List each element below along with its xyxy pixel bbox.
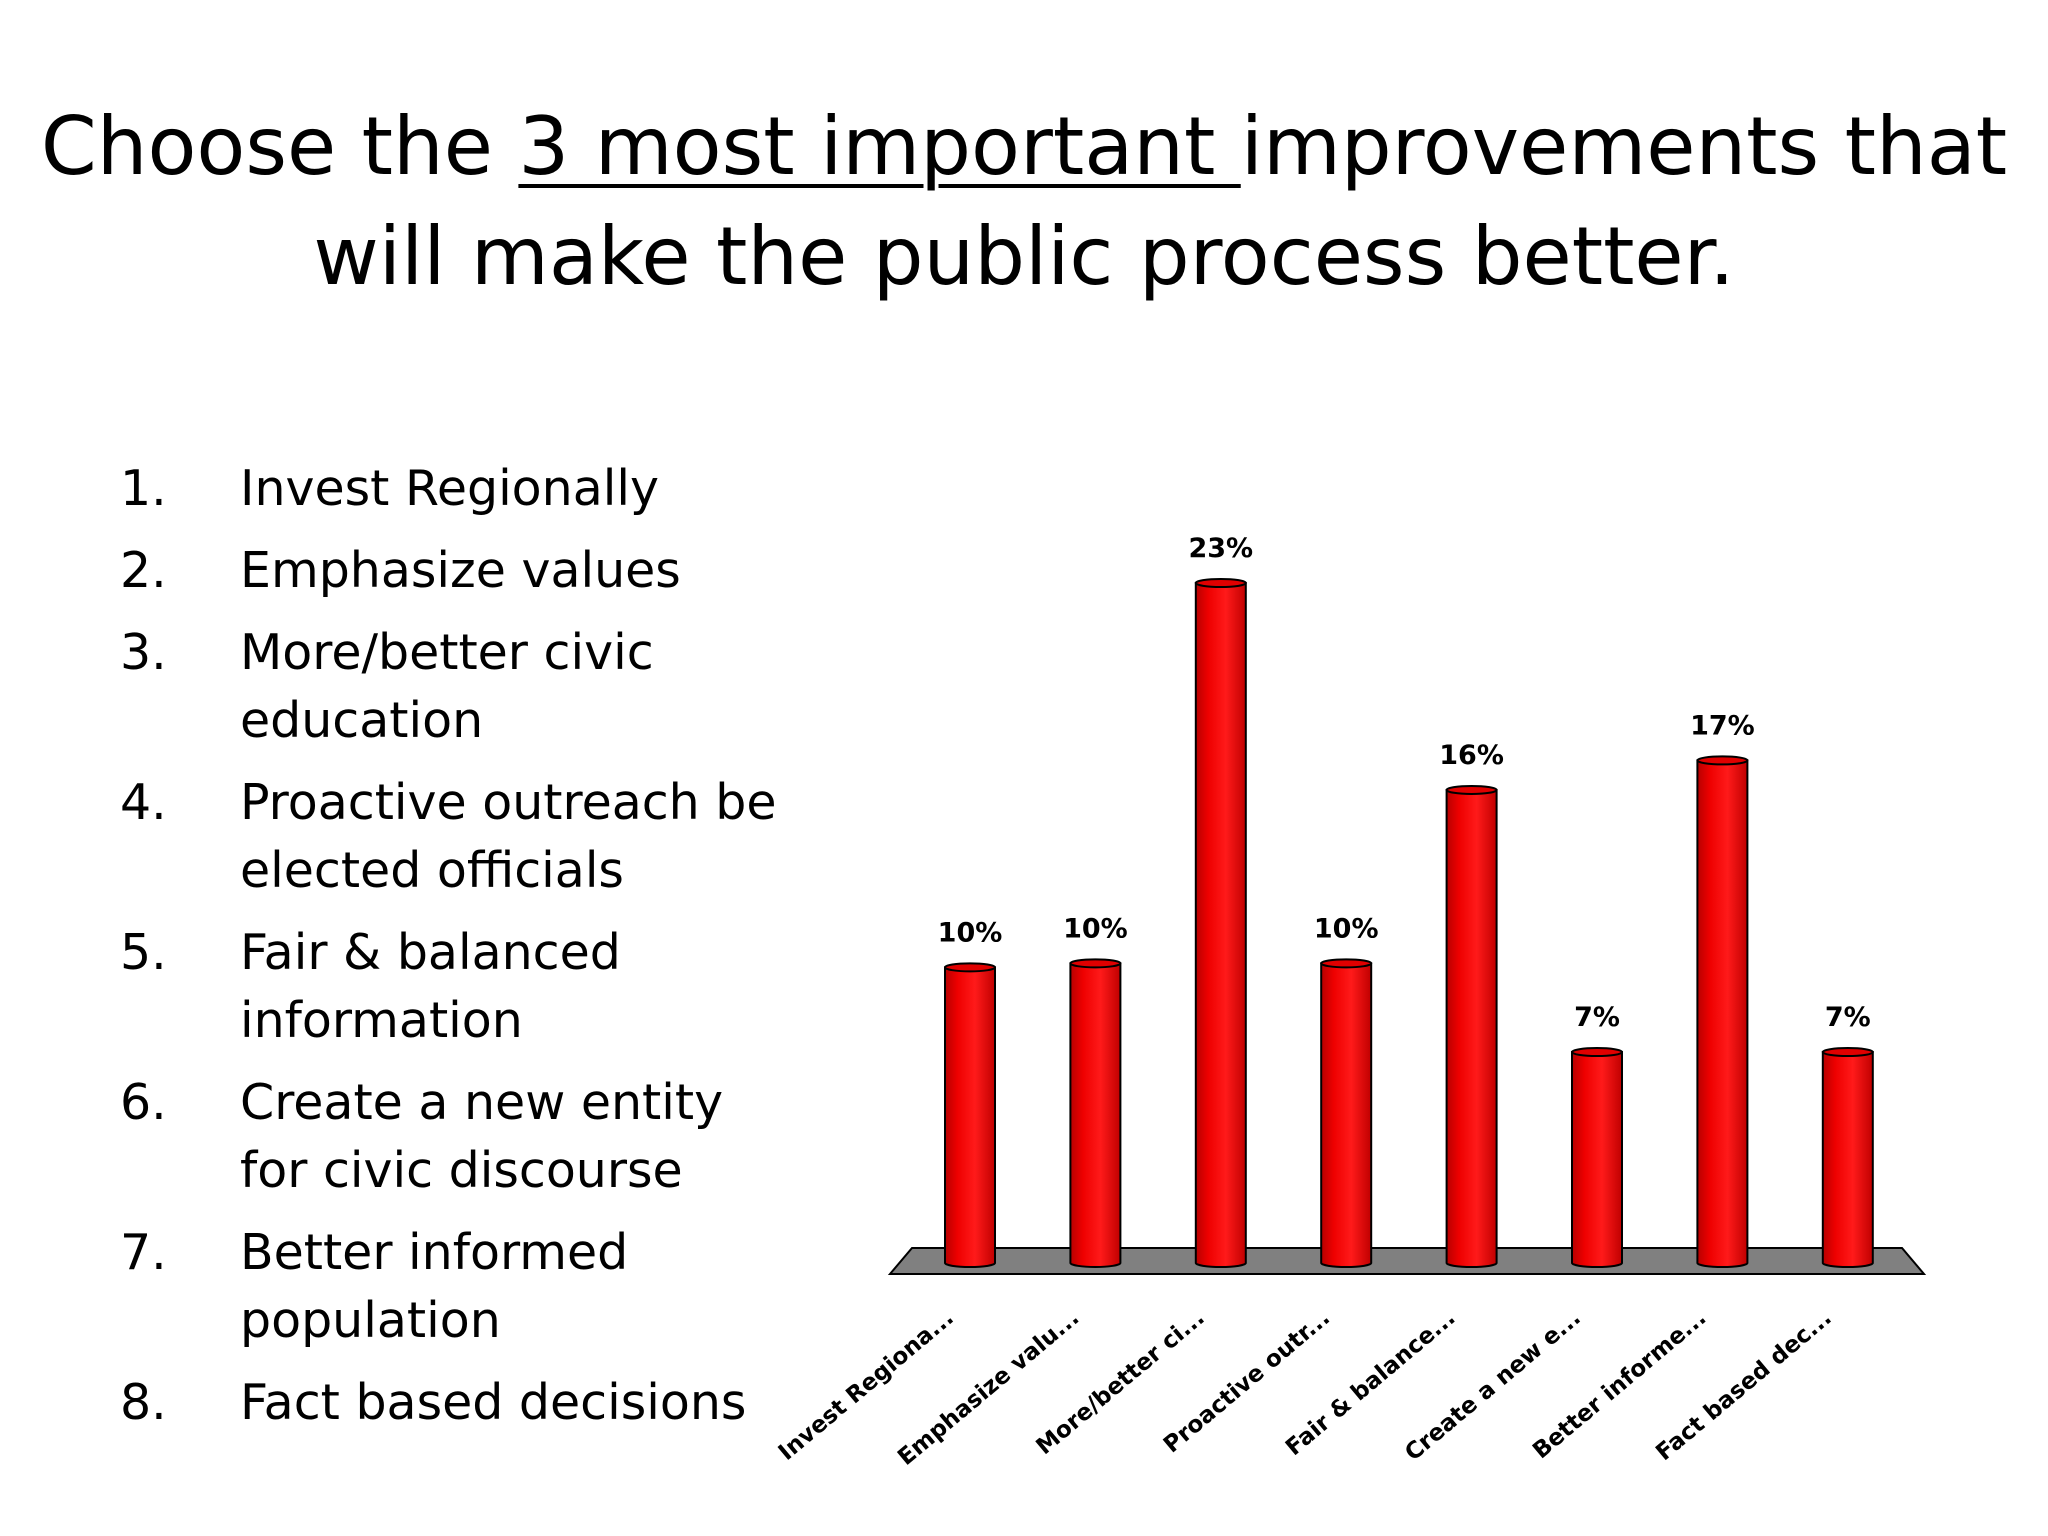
bar-value-label: 10% [1063,913,1128,944]
bar-cap [1571,1047,1623,1058]
title-emphasis: 3 most important [518,100,1241,193]
slide-title: Choose the 3 most important improvements… [0,92,2048,312]
bar [1069,962,1122,1268]
list-item: 7. Better informed population [120,1219,800,1355]
bar-cap [1320,958,1373,969]
list-item-number: 4. [120,774,167,831]
list-item-number: 8. [120,1374,167,1431]
list-item-text: More/better civic education [240,624,654,749]
bar-cap [944,962,996,973]
list-item: 1. Invest Regionally [120,455,800,523]
title-part-3: improvements that [1240,100,2008,193]
bar-cap [1696,755,1749,766]
list-item-number: 7. [120,1224,167,1281]
list-item: 4. Proactive outreach be elected official… [120,769,800,905]
list-item-text: Better informed population [240,1224,629,1349]
list-item: 5. Fair & balanced information [120,919,800,1055]
bar [1320,962,1373,1268]
list-item: 2. Emphasize values [120,537,800,605]
chart-floor [887,1247,1927,1275]
list-item-number: 6. [120,1074,167,1131]
list-item-text: Create a new entity for civic discourse [240,1074,724,1199]
list-item-number: 1. [120,460,167,517]
options-list: 1. Invest Regionally 2. Emphasize values 3… [120,455,800,1451]
list-item-text: Fact based decisions [240,1374,747,1431]
list-item-number: 5. [120,924,167,981]
bar-value-label: 10% [938,917,1003,948]
bar [1445,788,1498,1268]
list-item-number: 3. [120,624,167,681]
bar [1571,1051,1623,1268]
list-item: 8. Fact based decisions [120,1369,800,1437]
bar-value-label: 16% [1439,740,1504,771]
bar [1194,582,1247,1268]
list-item-number: 2. [120,542,167,599]
bar [1821,1051,1874,1268]
title-line-2: will make the public process better. [313,210,1735,303]
list-item: 6. Create a new entity for civic discours… [120,1069,800,1205]
bar-cap [1194,578,1247,588]
bar [944,966,996,1268]
list-item-text: Proactive outreach be elected officials [240,774,777,899]
list-item: 3. More/better civic education [120,619,800,755]
list-item-text: Invest Regionally [240,460,659,517]
title-part-1: Choose the [40,100,519,193]
bar [1696,759,1749,1268]
bar-cap [1445,784,1498,795]
list-item-text: Fair & balanced information [240,924,621,1049]
bar-value-label: 17% [1690,710,1755,741]
bar-value-label: 7% [1574,1002,1620,1033]
bar-cap [1821,1047,1874,1058]
bar-cap [1069,958,1122,969]
bar-value-label: 10% [1314,913,1379,944]
list-item-text: Emphasize values [240,542,681,599]
bar-value-label: 7% [1825,1002,1871,1033]
bar-value-label: 23% [1188,533,1253,564]
